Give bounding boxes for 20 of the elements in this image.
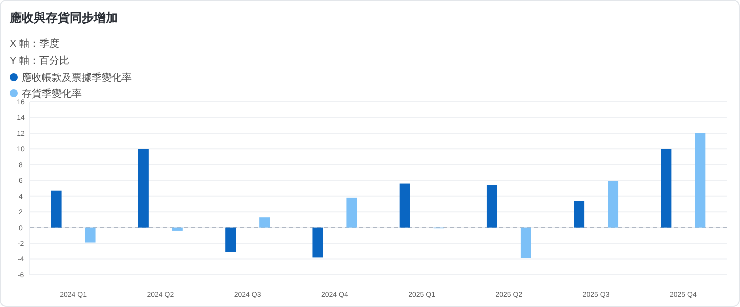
bar xyxy=(695,133,706,228)
legend-label: 存貨季變化率 xyxy=(22,88,82,100)
bar xyxy=(574,201,585,228)
y-axis-title: Y 軸：百分比 xyxy=(10,55,70,67)
x-axis-title: X 軸：季度 xyxy=(10,38,60,50)
bar xyxy=(661,149,672,228)
bar xyxy=(226,228,236,252)
bar xyxy=(260,218,270,228)
chart-title: 應收與存貨同步增加 xyxy=(9,11,118,25)
bar xyxy=(486,185,498,228)
bar xyxy=(172,228,183,231)
bar xyxy=(520,228,532,258)
legend-label: 應收帳款及票據季變化率 xyxy=(22,72,132,84)
bar xyxy=(51,190,62,228)
bar xyxy=(85,228,96,243)
bar xyxy=(138,149,149,228)
bar xyxy=(400,184,410,228)
bar xyxy=(608,181,619,228)
bar xyxy=(312,228,324,258)
bar xyxy=(346,198,358,228)
